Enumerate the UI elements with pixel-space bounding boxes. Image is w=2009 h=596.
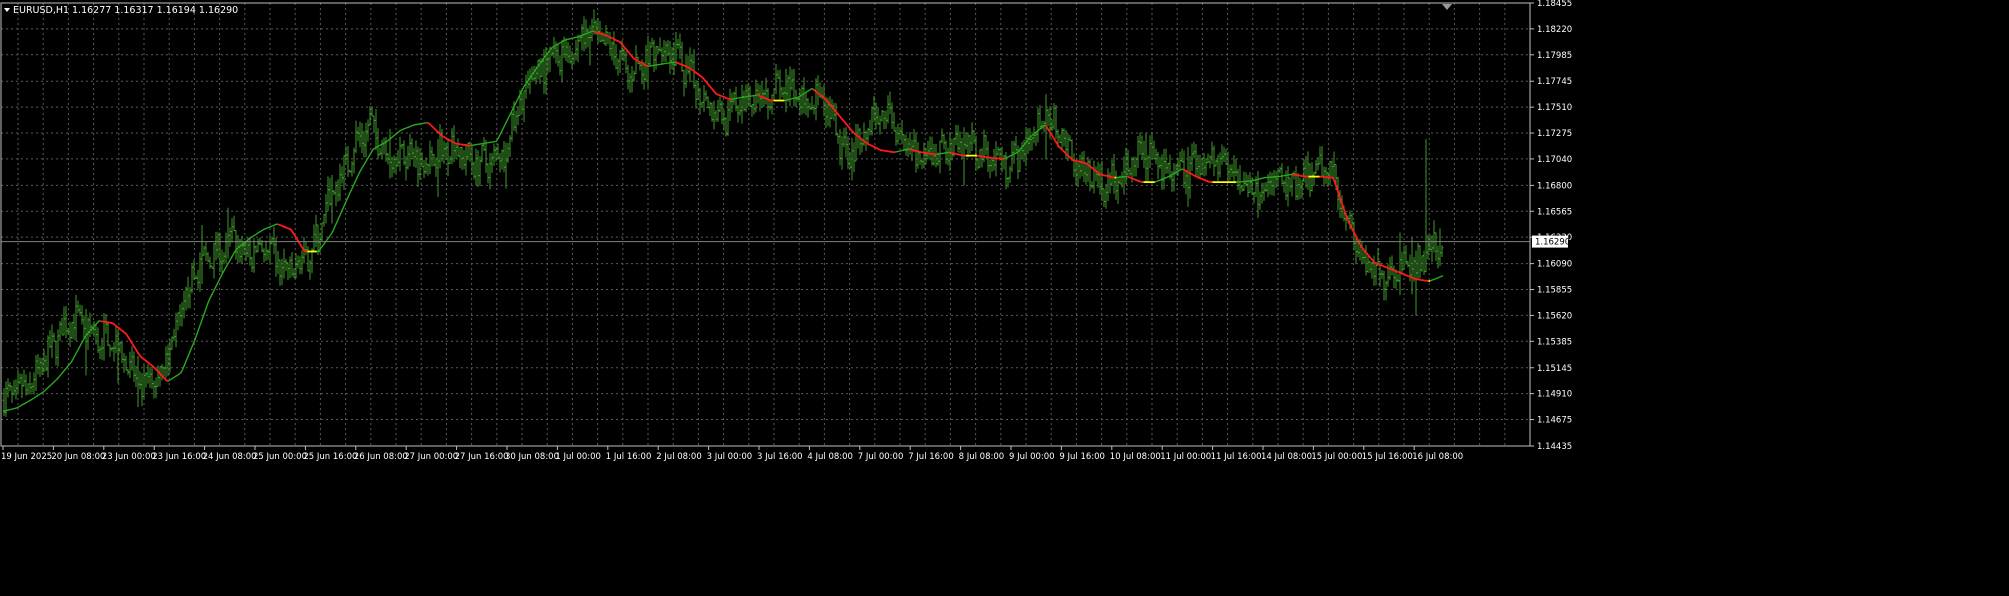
y-tick-label: 1.17040 <box>1537 155 1572 165</box>
y-tick-label: 1.15385 <box>1537 337 1572 347</box>
y-tick-label: 1.16565 <box>1537 207 1572 217</box>
x-tick-label: 23 Jun 16:00 <box>152 452 206 462</box>
y-tick-label: 1.15620 <box>1537 311 1572 321</box>
ma-segment <box>1116 177 1127 178</box>
y-tick-label: 1.14675 <box>1537 416 1572 426</box>
y-tick-label: 1.16090 <box>1537 260 1572 270</box>
ohlc-values: 1.16277 1.16317 1.16194 1.16290 <box>72 5 238 16</box>
y-tick-label: 1.14435 <box>1537 442 1572 452</box>
y-tick-label: 1.17985 <box>1537 51 1572 61</box>
x-tick-label: 2 Jul 08:00 <box>656 452 702 462</box>
x-tick-label: 15 Jul 00:00 <box>1311 452 1362 462</box>
x-tick-label: 8 Jul 08:00 <box>959 452 1005 462</box>
x-tick-label: 7 Jul 16:00 <box>908 452 954 462</box>
x-tick-label: 15 Jul 16:00 <box>1362 452 1413 462</box>
x-tick-label: 30 Jun 08:00 <box>505 452 559 462</box>
x-tick-label: 3 Jul 16:00 <box>757 452 803 462</box>
x-tick-label: 11 Jul 16:00 <box>1211 452 1262 462</box>
x-tick-label: 9 Jul 00:00 <box>1009 452 1055 462</box>
x-tick-label: 23 Jun 00:00 <box>102 452 156 462</box>
x-tick-label: 24 Jun 08:00 <box>203 452 257 462</box>
y-tick-label: 1.16800 <box>1537 181 1572 191</box>
x-tick-label: 16 Jul 08:00 <box>1412 452 1463 462</box>
x-tick-label: 19 Jun 2025 <box>1 452 52 462</box>
x-tick-label: 25 Jun 16:00 <box>303 452 357 462</box>
x-tick-label: 27 Jun 00:00 <box>404 452 458 462</box>
y-tick-label: 1.18455 <box>1537 0 1572 9</box>
x-tick-label: 14 Jul 08:00 <box>1261 452 1312 462</box>
x-tick-label: 27 Jun 16:00 <box>455 452 509 462</box>
x-tick-label: 1 Jul 16:00 <box>606 452 652 462</box>
y-tick-label: 1.14910 <box>1537 390 1572 400</box>
x-tick-label: 1 Jul 00:00 <box>555 452 601 462</box>
x-tick-label: 10 Jul 08:00 <box>1110 452 1161 462</box>
x-tick-label: 9 Jul 16:00 <box>1059 452 1105 462</box>
y-tick-label: 1.15145 <box>1537 364 1572 374</box>
x-tick-label: 25 Jun 00:00 <box>253 452 307 462</box>
x-tick-label: 11 Jul 00:00 <box>1160 452 1211 462</box>
y-tick-label: 1.17745 <box>1537 77 1572 87</box>
y-tick-label: 1.18220 <box>1537 25 1572 35</box>
current-price-label: 1.16290 <box>1535 238 1570 248</box>
y-tick-label: 1.17510 <box>1537 103 1572 113</box>
x-tick-label: 7 Jul 00:00 <box>858 452 904 462</box>
symbol-label: EURUSD,H1 <box>13 5 69 16</box>
x-tick-label: 4 Jul 08:00 <box>807 452 853 462</box>
y-tick-label: 1.17275 <box>1537 129 1572 139</box>
y-tick-label: 1.15855 <box>1537 286 1572 296</box>
x-tick-label: 20 Jun 08:00 <box>51 452 105 462</box>
x-tick-label: 26 Jun 08:00 <box>354 452 408 462</box>
x-tick-label: 3 Jul 00:00 <box>707 452 753 462</box>
